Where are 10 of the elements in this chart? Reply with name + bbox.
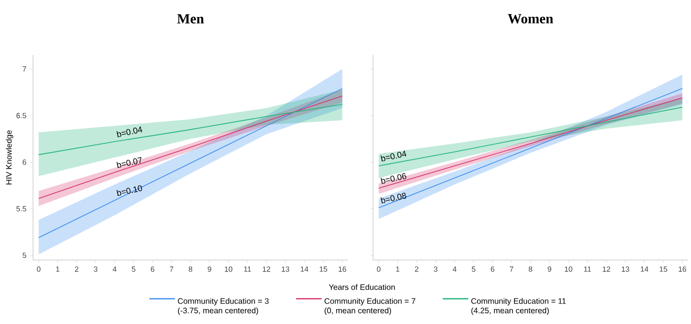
line-series [38, 88, 343, 238]
annotation: b=0.06 [380, 173, 406, 184]
annotation: b=0.07 [116, 157, 142, 168]
chart-title: Men [177, 14, 204, 24]
annotation: b=0.08 [380, 192, 406, 204]
line-series [38, 104, 343, 156]
chart-title: Women [508, 14, 554, 24]
annotation: b=0.10 [116, 185, 142, 196]
annotation: b=0.04 [380, 150, 406, 162]
annotation: b=0.04 [116, 126, 142, 138]
